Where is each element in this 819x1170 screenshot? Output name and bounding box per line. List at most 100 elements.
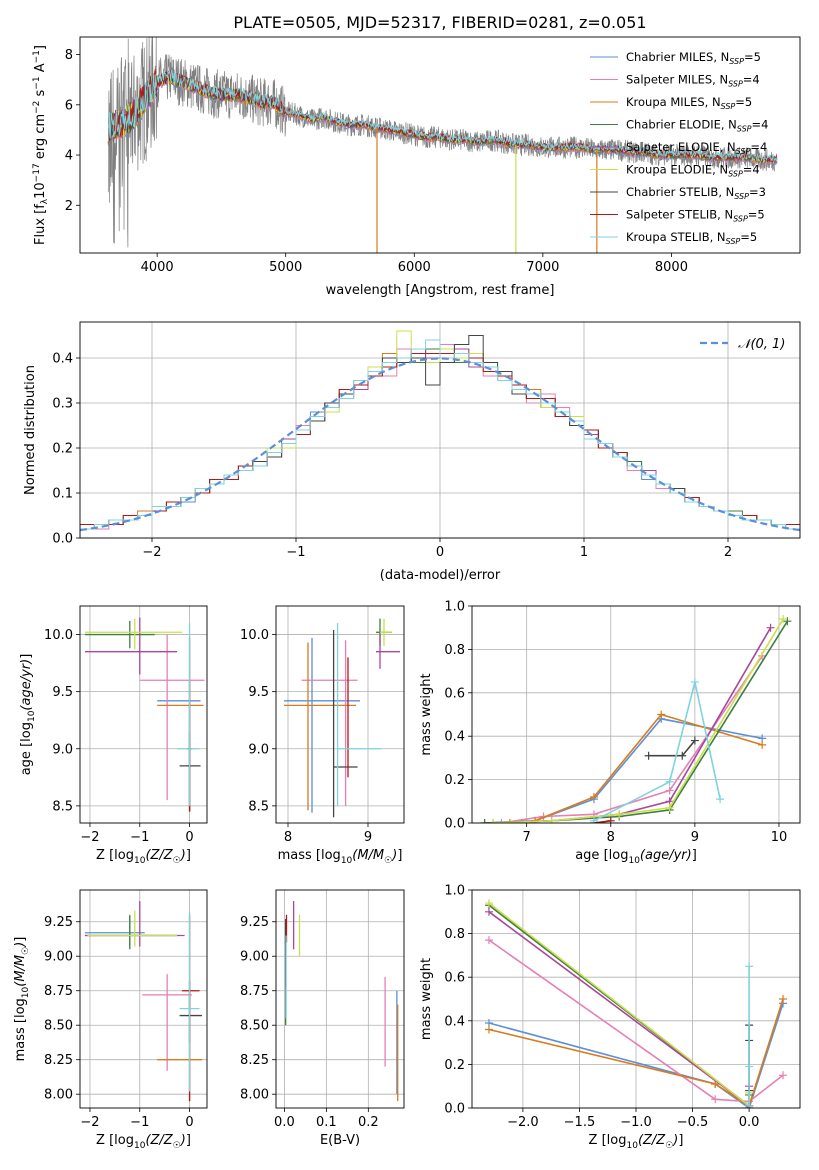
weight-point-marker xyxy=(657,710,666,719)
weight-point-marker xyxy=(505,819,514,823)
legend-label: 𝒩(0, 1) xyxy=(738,337,785,352)
mass-vs-extinction-ytick-label: 8.25 xyxy=(240,1053,269,1068)
mass-weight-vs-age-panel: 7 8 9 10 0.0 0.2 0.4 0.6 0.8 1.0 age [log10(age/yr… xyxy=(419,600,801,866)
spectrum-xtick-label: 4000 xyxy=(141,260,174,275)
mass-vs-metallicity-ylabel: mass [log10(M/M☉)] xyxy=(13,937,31,1062)
weight-point-marker xyxy=(489,819,498,823)
weight-point-marker xyxy=(779,615,788,624)
weight-point-marker xyxy=(690,736,699,745)
legend-label: Salpeter STELIB, NSSP=5 xyxy=(626,208,765,224)
mass-vs-extinction-xlabel: E(B-V) xyxy=(320,1133,360,1148)
mass-vs-extinction-ytick-label: 9.25 xyxy=(240,915,269,930)
mass-weight-vs-age-ytick-label: 0.4 xyxy=(444,730,465,745)
mass-weight-vs-metallicity-ytick-label: 1.0 xyxy=(444,884,465,899)
weight-line xyxy=(488,998,784,1108)
age-vs-metallicity-ytick-label: 10.0 xyxy=(44,628,73,643)
mass-vs-metallicity-ytick-label: 8.50 xyxy=(44,1019,73,1034)
mass-weight-vs-age-ytick-label: 0.0 xyxy=(444,817,465,832)
spectrum-ytick-label: 2 xyxy=(65,199,73,214)
age-vs-mass-ytick-label: 8.5 xyxy=(248,799,269,814)
spectrum-panel: 4000 5000 6000 7000 8000 2 4 6 8 Chabrier MILES, … xyxy=(32,36,801,298)
legend-label: Chabrier STELIB, NSSP=3 xyxy=(626,185,766,201)
legend-label: Salpeter MILES, NSSP=4 xyxy=(626,73,760,89)
mass-vs-extinction-xtick-label: 0.2 xyxy=(358,1115,379,1130)
mass-weight-vs-metallicity-ytick-label: 0.0 xyxy=(444,1102,465,1117)
mass-vs-metallicity-ytick-label: 8.00 xyxy=(44,1088,73,1103)
weight-point-marker xyxy=(745,1101,754,1108)
weight-point-marker xyxy=(497,819,506,823)
mass-weight-vs-metallicity-xtick-label: −1.0 xyxy=(620,1115,652,1130)
mass-weight-vs-metallicity-panel: −2.0 −1.5 −1.0 −0.5 0.0 0.0 0.2 0.4 0.6 0.8 1.0 Z [… xyxy=(419,884,801,1151)
weight-line xyxy=(492,627,772,823)
histogram-frame xyxy=(79,321,801,539)
mass-weight-vs-metallicity-xtick-label: −2.0 xyxy=(507,1115,539,1130)
weight-point-marker xyxy=(547,816,556,823)
spectrum-ytick-label: 4 xyxy=(65,149,73,164)
legend-label: Chabrier ELODIE, NSSP=4 xyxy=(626,118,768,134)
histogram-ytick-label: 0.4 xyxy=(52,352,73,367)
weight-line xyxy=(484,717,763,823)
weight-point-marker xyxy=(589,792,598,801)
age-vs-metallicity-ylabel: age [log10(age/yr)] xyxy=(19,654,37,776)
mass-vs-metallicity-ytick-label: 8.25 xyxy=(44,1053,73,1068)
weight-point-marker xyxy=(484,1025,493,1034)
histogram-xtick-label: −2 xyxy=(142,545,161,560)
mass-vs-extinction-ytick-label: 8.75 xyxy=(240,984,269,999)
age-vs-metallicity-panel: −2 −1 0 8.5 9.0 9.5 10.0 Z [log10(Z/Z☉)] age [lo… xyxy=(19,605,208,866)
legend-label: Chabrier MILES, NSSP=5 xyxy=(626,50,761,66)
weight-line xyxy=(488,1003,784,1108)
age-vs-mass-ytick-label: 9.0 xyxy=(248,742,269,757)
weight-point-marker xyxy=(665,803,674,812)
age-vs-mass-xtick-label: 8 xyxy=(284,830,292,845)
mass-weight-vs-age-ytick-label: 0.8 xyxy=(444,643,465,658)
histogram-ytick-label: 0.0 xyxy=(52,532,73,547)
histogram-xtick-label: −1 xyxy=(286,545,305,560)
spectrum-ytick-label: 6 xyxy=(65,98,73,113)
mass-weight-vs-metallicity-ytick-label: 0.8 xyxy=(444,927,465,942)
weight-point-marker xyxy=(716,795,725,804)
histogram-xtick-label: 2 xyxy=(724,545,732,560)
spectrum-xtick-label: 6000 xyxy=(398,260,431,275)
weight-point-marker xyxy=(665,777,674,786)
mass-weight-vs-metallicity-frame xyxy=(471,889,801,1109)
weight-point-marker xyxy=(484,907,493,916)
weight-point-marker xyxy=(480,819,489,823)
weight-line xyxy=(484,620,789,823)
weight-point-marker xyxy=(665,786,674,795)
age-vs-mass-ytick-label: 10.0 xyxy=(240,628,269,643)
mass-vs-metallicity-ytick-label: 9.00 xyxy=(44,950,73,965)
weight-point-marker xyxy=(783,617,792,626)
weight-point-marker xyxy=(484,936,493,945)
age-vs-metallicity-plot-area xyxy=(84,617,205,812)
spectrum-ylabel: Flux [fλ10−17 erg cm−2 s−1 A−1] xyxy=(32,45,50,245)
weight-line xyxy=(593,681,721,822)
weight-point-marker xyxy=(766,623,775,632)
weight-point-marker xyxy=(711,1095,720,1104)
spectrum-xtick-label: 5000 xyxy=(269,260,302,275)
mass-vs-extinction-frame xyxy=(275,889,405,1109)
age-vs-mass-plot-area xyxy=(284,618,400,818)
age-vs-mass-ytick-label: 9.5 xyxy=(248,685,269,700)
weight-point-marker xyxy=(484,899,493,908)
histogram-ylabel: Normed distribution xyxy=(23,365,38,495)
mass-weight-vs-metallicity-xlabel: Z [log10(Z/Z☉)] xyxy=(589,1133,684,1151)
spectrum-xtick-label: 8000 xyxy=(655,260,688,275)
mass-vs-metallicity-ytick-label: 8.75 xyxy=(44,984,73,999)
mass-weight-vs-age-ytick-label: 0.2 xyxy=(444,773,465,788)
age-vs-metallicity-xtick-label: −1 xyxy=(130,830,149,845)
legend-label: Kroupa ELODIE, NSSP=4 xyxy=(626,163,760,179)
legend-label: Salpeter ELODIE, NSSP=4 xyxy=(626,140,767,156)
mass-weight-vs-age-plot-area xyxy=(480,615,792,823)
mass-vs-metallicity-ytick-label: 9.25 xyxy=(44,915,73,930)
age-vs-mass-panel: 8 9 8.5 9.0 9.5 10.0 mass [log10(M/M☉)] xyxy=(240,605,405,866)
spectrum-xlabel: wavelength [Angstrom, rest frame] xyxy=(326,283,555,298)
mass-weight-vs-metallicity-ytick-label: 0.2 xyxy=(444,1058,465,1073)
mass-vs-metallicity-xtick-label: 0 xyxy=(185,1115,193,1130)
spectrum-frame xyxy=(79,36,801,254)
mass-weight-vs-metallicity-plot-area xyxy=(484,899,788,1108)
spectrum-plot-area xyxy=(107,37,778,253)
histogram-xtick-label: 0 xyxy=(436,545,444,560)
mass-vs-extinction-ytick-label: 8.00 xyxy=(240,1088,269,1103)
age-vs-metallicity-frame xyxy=(79,605,208,824)
